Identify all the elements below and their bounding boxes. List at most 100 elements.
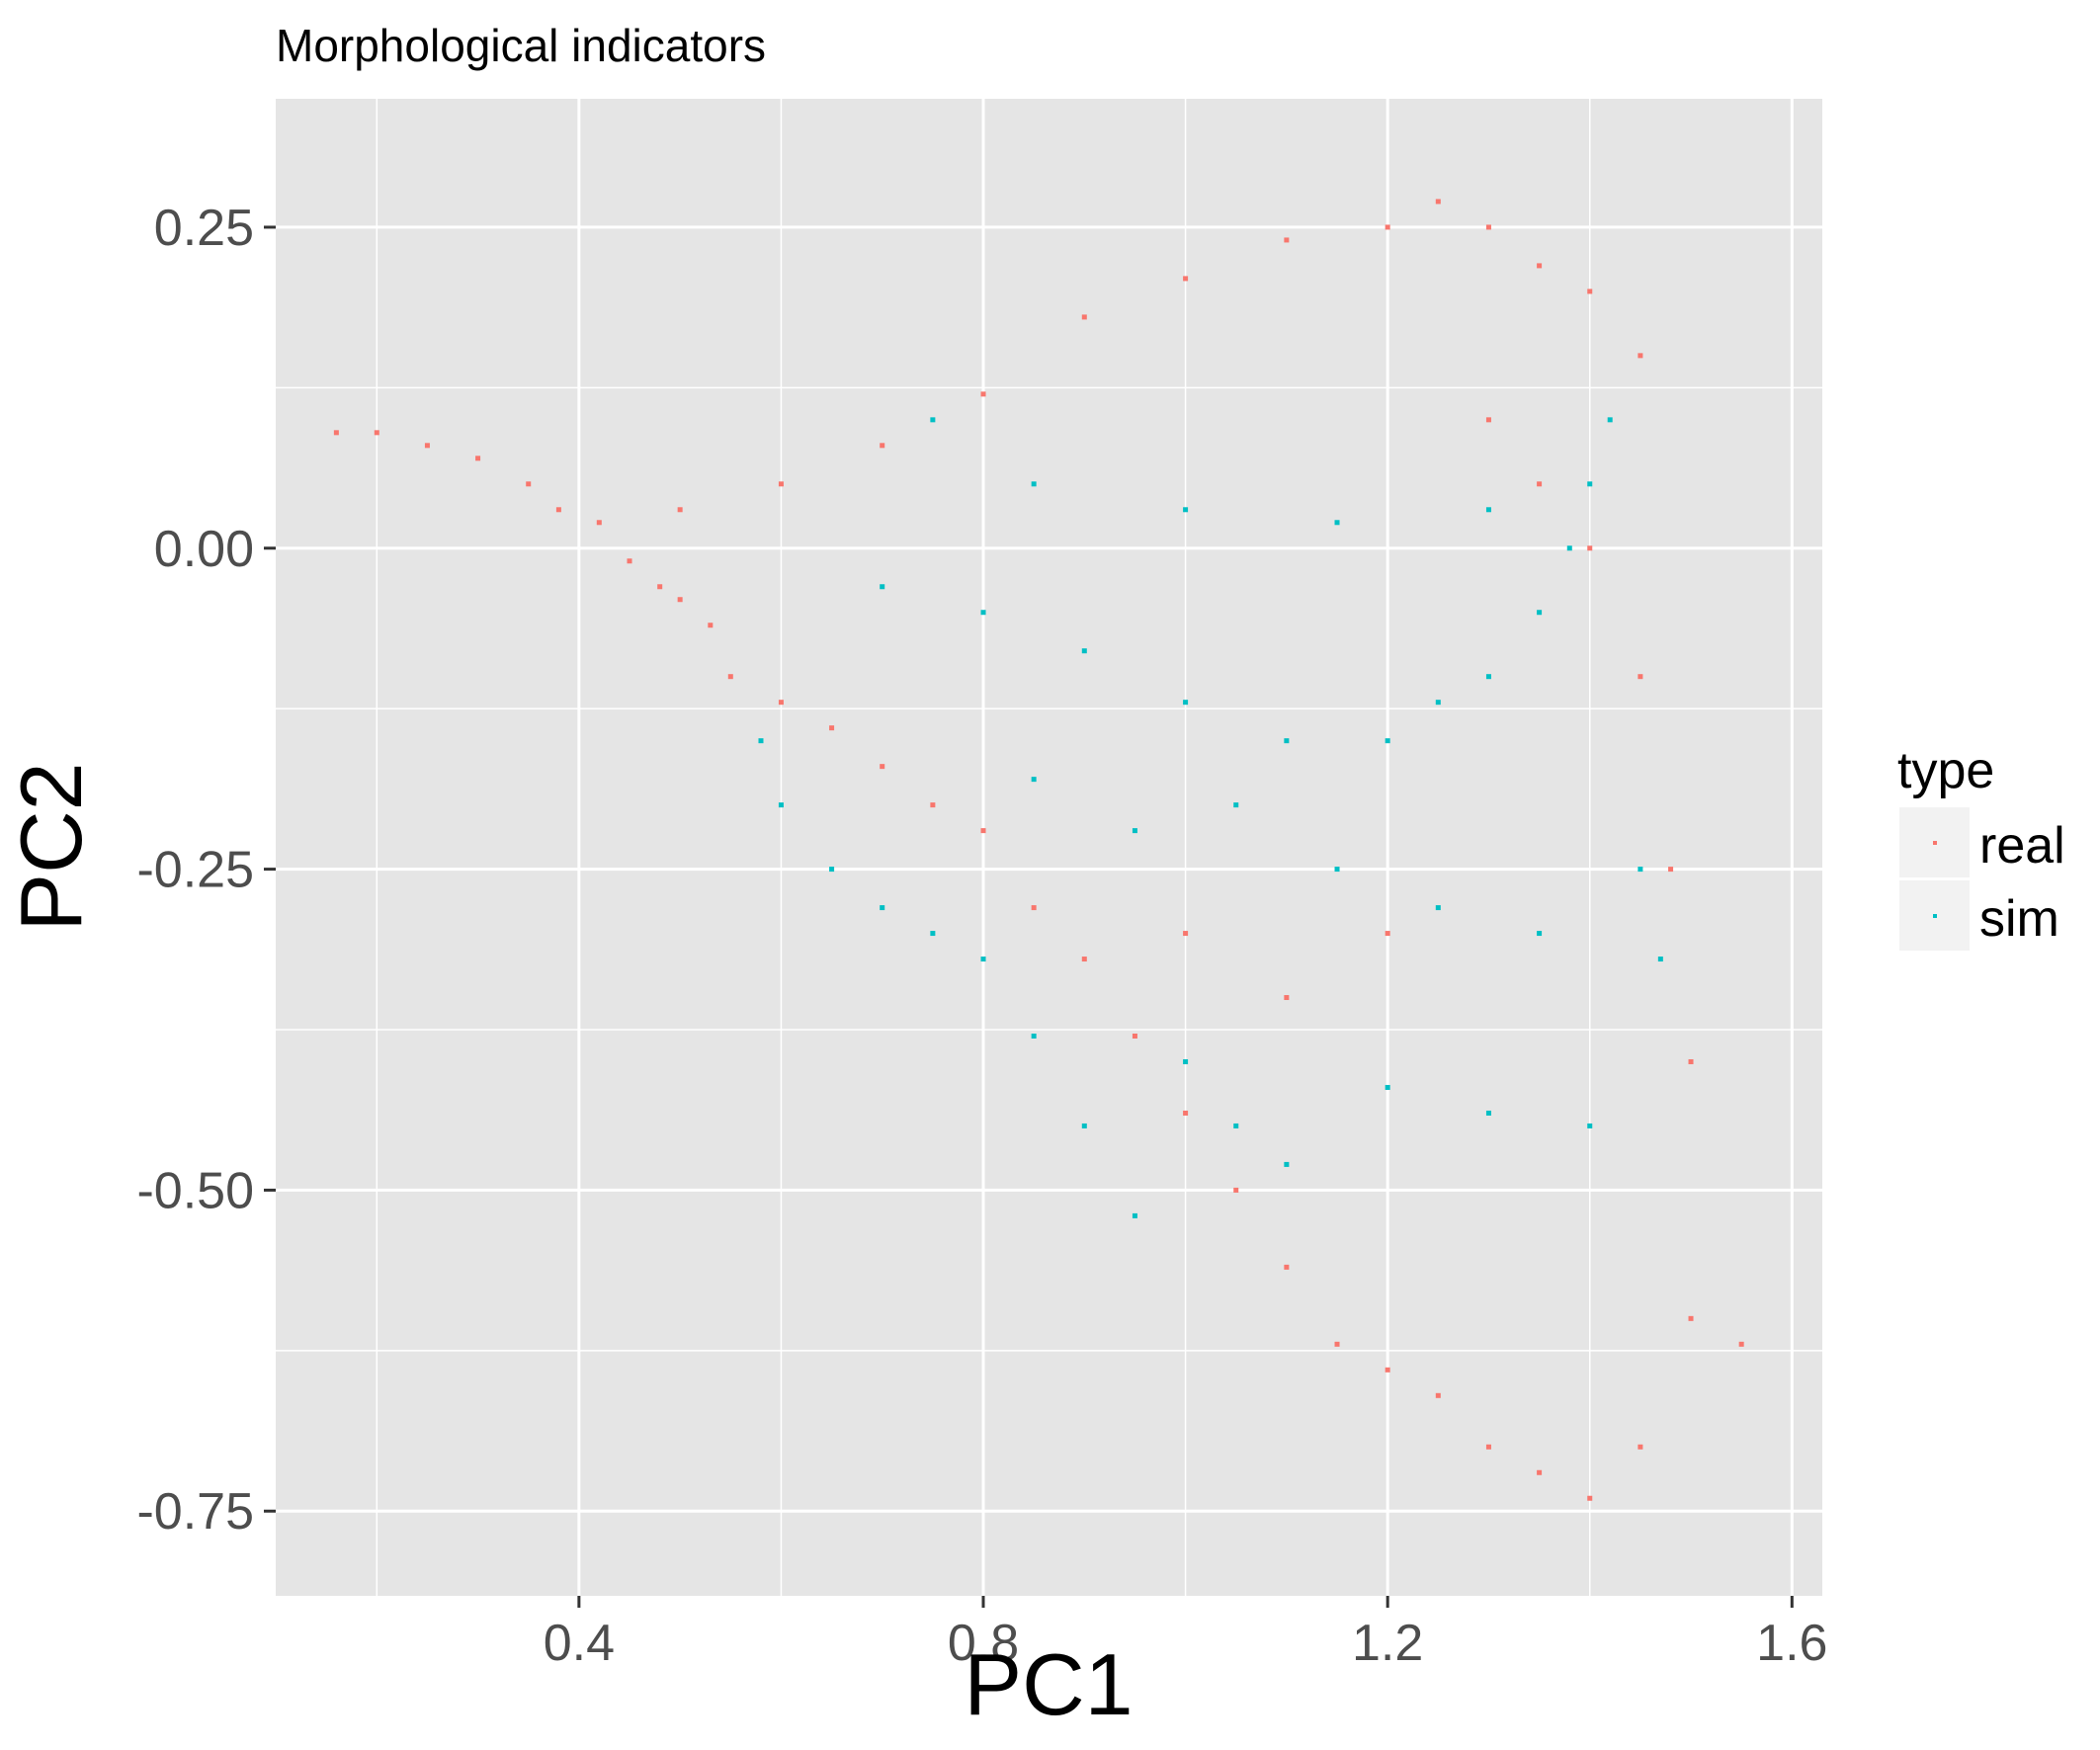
data-point-sim — [1132, 828, 1137, 834]
data-point-real — [1485, 224, 1491, 230]
data-point-real — [1485, 417, 1491, 423]
data-point-sim — [1657, 957, 1663, 962]
data-point-sim — [1385, 738, 1390, 744]
data-point-real — [677, 507, 683, 513]
y-tick-label: -0.25 — [136, 842, 254, 899]
data-point-real — [1284, 995, 1290, 1001]
data-point-real — [1284, 237, 1290, 243]
data-point-real — [1638, 353, 1643, 359]
x-axis: 0.4 0.8 1.2 1.6 — [544, 1596, 1827, 1672]
y-tick-label: 0.25 — [154, 200, 254, 257]
y-axis-title: PC2 — [2, 762, 100, 931]
data-point-real — [1668, 867, 1674, 873]
data-point-sim — [1485, 674, 1491, 680]
data-point-sim — [778, 802, 784, 808]
x-tick-label: 0.4 — [544, 1615, 615, 1672]
data-point-real — [1638, 674, 1643, 680]
data-point-real — [829, 725, 835, 731]
data-point-sim — [1485, 507, 1491, 513]
y-tick-label: 0.00 — [154, 521, 254, 578]
data-point-sim — [1638, 867, 1643, 873]
data-point-real — [1485, 1444, 1491, 1450]
data-point-real — [424, 443, 430, 449]
data-point-sim — [1385, 1084, 1390, 1090]
data-point-sim — [1284, 738, 1290, 744]
data-point-sim — [1183, 700, 1189, 706]
data-point-sim — [1334, 867, 1340, 873]
data-point-real — [980, 828, 986, 834]
data-point-real — [333, 430, 339, 436]
data-point-sim — [980, 610, 986, 616]
data-point-real — [374, 430, 379, 436]
data-point-sim — [829, 867, 835, 873]
data-point-real — [880, 443, 885, 449]
data-point-real — [677, 597, 683, 603]
x-tick-label: 1.2 — [1352, 1615, 1423, 1672]
data-point-sim — [1132, 1212, 1137, 1218]
data-point-real — [980, 391, 986, 397]
y-tick-label: -0.75 — [136, 1483, 254, 1541]
data-point-real — [1233, 1187, 1239, 1193]
data-point-sim — [1537, 610, 1543, 616]
data-point-real — [1385, 1367, 1390, 1373]
data-point-sim — [1607, 417, 1613, 423]
data-point-real — [708, 623, 714, 628]
legend-label-real: real — [1979, 817, 2065, 875]
data-point-real — [1587, 545, 1593, 551]
data-point-real — [1081, 957, 1087, 962]
data-point-real — [1031, 905, 1037, 911]
major-grid — [276, 99, 1822, 1596]
data-point-sim — [1537, 931, 1543, 937]
minor-grid — [276, 99, 1822, 1596]
data-point-real — [1738, 1341, 1744, 1347]
data-point-real — [526, 481, 532, 487]
data-point-real — [1132, 1033, 1137, 1039]
data-point-real — [1688, 1058, 1694, 1064]
data-point-real — [1183, 1110, 1189, 1116]
data-point-sim — [1566, 545, 1572, 551]
legend-key-real-swatch — [1933, 841, 1937, 845]
data-point-real — [555, 507, 561, 513]
data-point-sim — [1284, 1161, 1290, 1167]
data-point-sim — [1233, 802, 1239, 808]
legend-key-sim-swatch — [1933, 914, 1937, 918]
data-point-sim — [1587, 1123, 1593, 1128]
data-point-real — [1638, 1444, 1643, 1450]
legend-label-sim: sim — [1979, 890, 2059, 948]
data-point-sim — [1081, 648, 1087, 654]
series-sim-points — [758, 417, 1663, 1218]
data-point-sim — [1435, 905, 1441, 911]
data-point-real — [1435, 199, 1441, 205]
data-point-sim — [930, 931, 936, 937]
data-point-sim — [1081, 1123, 1087, 1128]
data-point-sim — [758, 738, 764, 744]
data-point-sim — [880, 905, 885, 911]
data-point-real — [1587, 289, 1593, 294]
series-real-points — [333, 199, 1744, 1501]
legend-title: type — [1897, 742, 1994, 799]
data-point-sim — [930, 417, 936, 423]
chart-title: Morphological indicators — [276, 20, 766, 71]
data-point-sim — [1435, 700, 1441, 706]
y-axis: 0.25 0.00 -0.25 -0.50 -0.75 — [136, 200, 276, 1541]
data-point-sim — [1233, 1123, 1239, 1128]
data-point-real — [1284, 1264, 1290, 1270]
x-tick-label: 1.6 — [1756, 1615, 1827, 1672]
data-point-real — [880, 764, 885, 770]
x-axis-title: PC1 — [964, 1635, 1133, 1733]
legend: type real sim — [1897, 742, 2065, 951]
data-point-sim — [1485, 1110, 1491, 1116]
data-point-sim — [1183, 1058, 1189, 1064]
data-point-sim — [1587, 481, 1593, 487]
data-point-real — [1537, 263, 1543, 269]
data-point-sim — [1031, 777, 1037, 783]
data-point-sim — [880, 584, 885, 590]
data-point-real — [1385, 931, 1390, 937]
data-point-real — [778, 700, 784, 706]
data-point-real — [475, 456, 481, 461]
data-point-real — [1537, 1469, 1543, 1475]
data-point-real — [778, 481, 784, 487]
data-point-sim — [1183, 507, 1189, 513]
data-point-real — [930, 802, 936, 808]
